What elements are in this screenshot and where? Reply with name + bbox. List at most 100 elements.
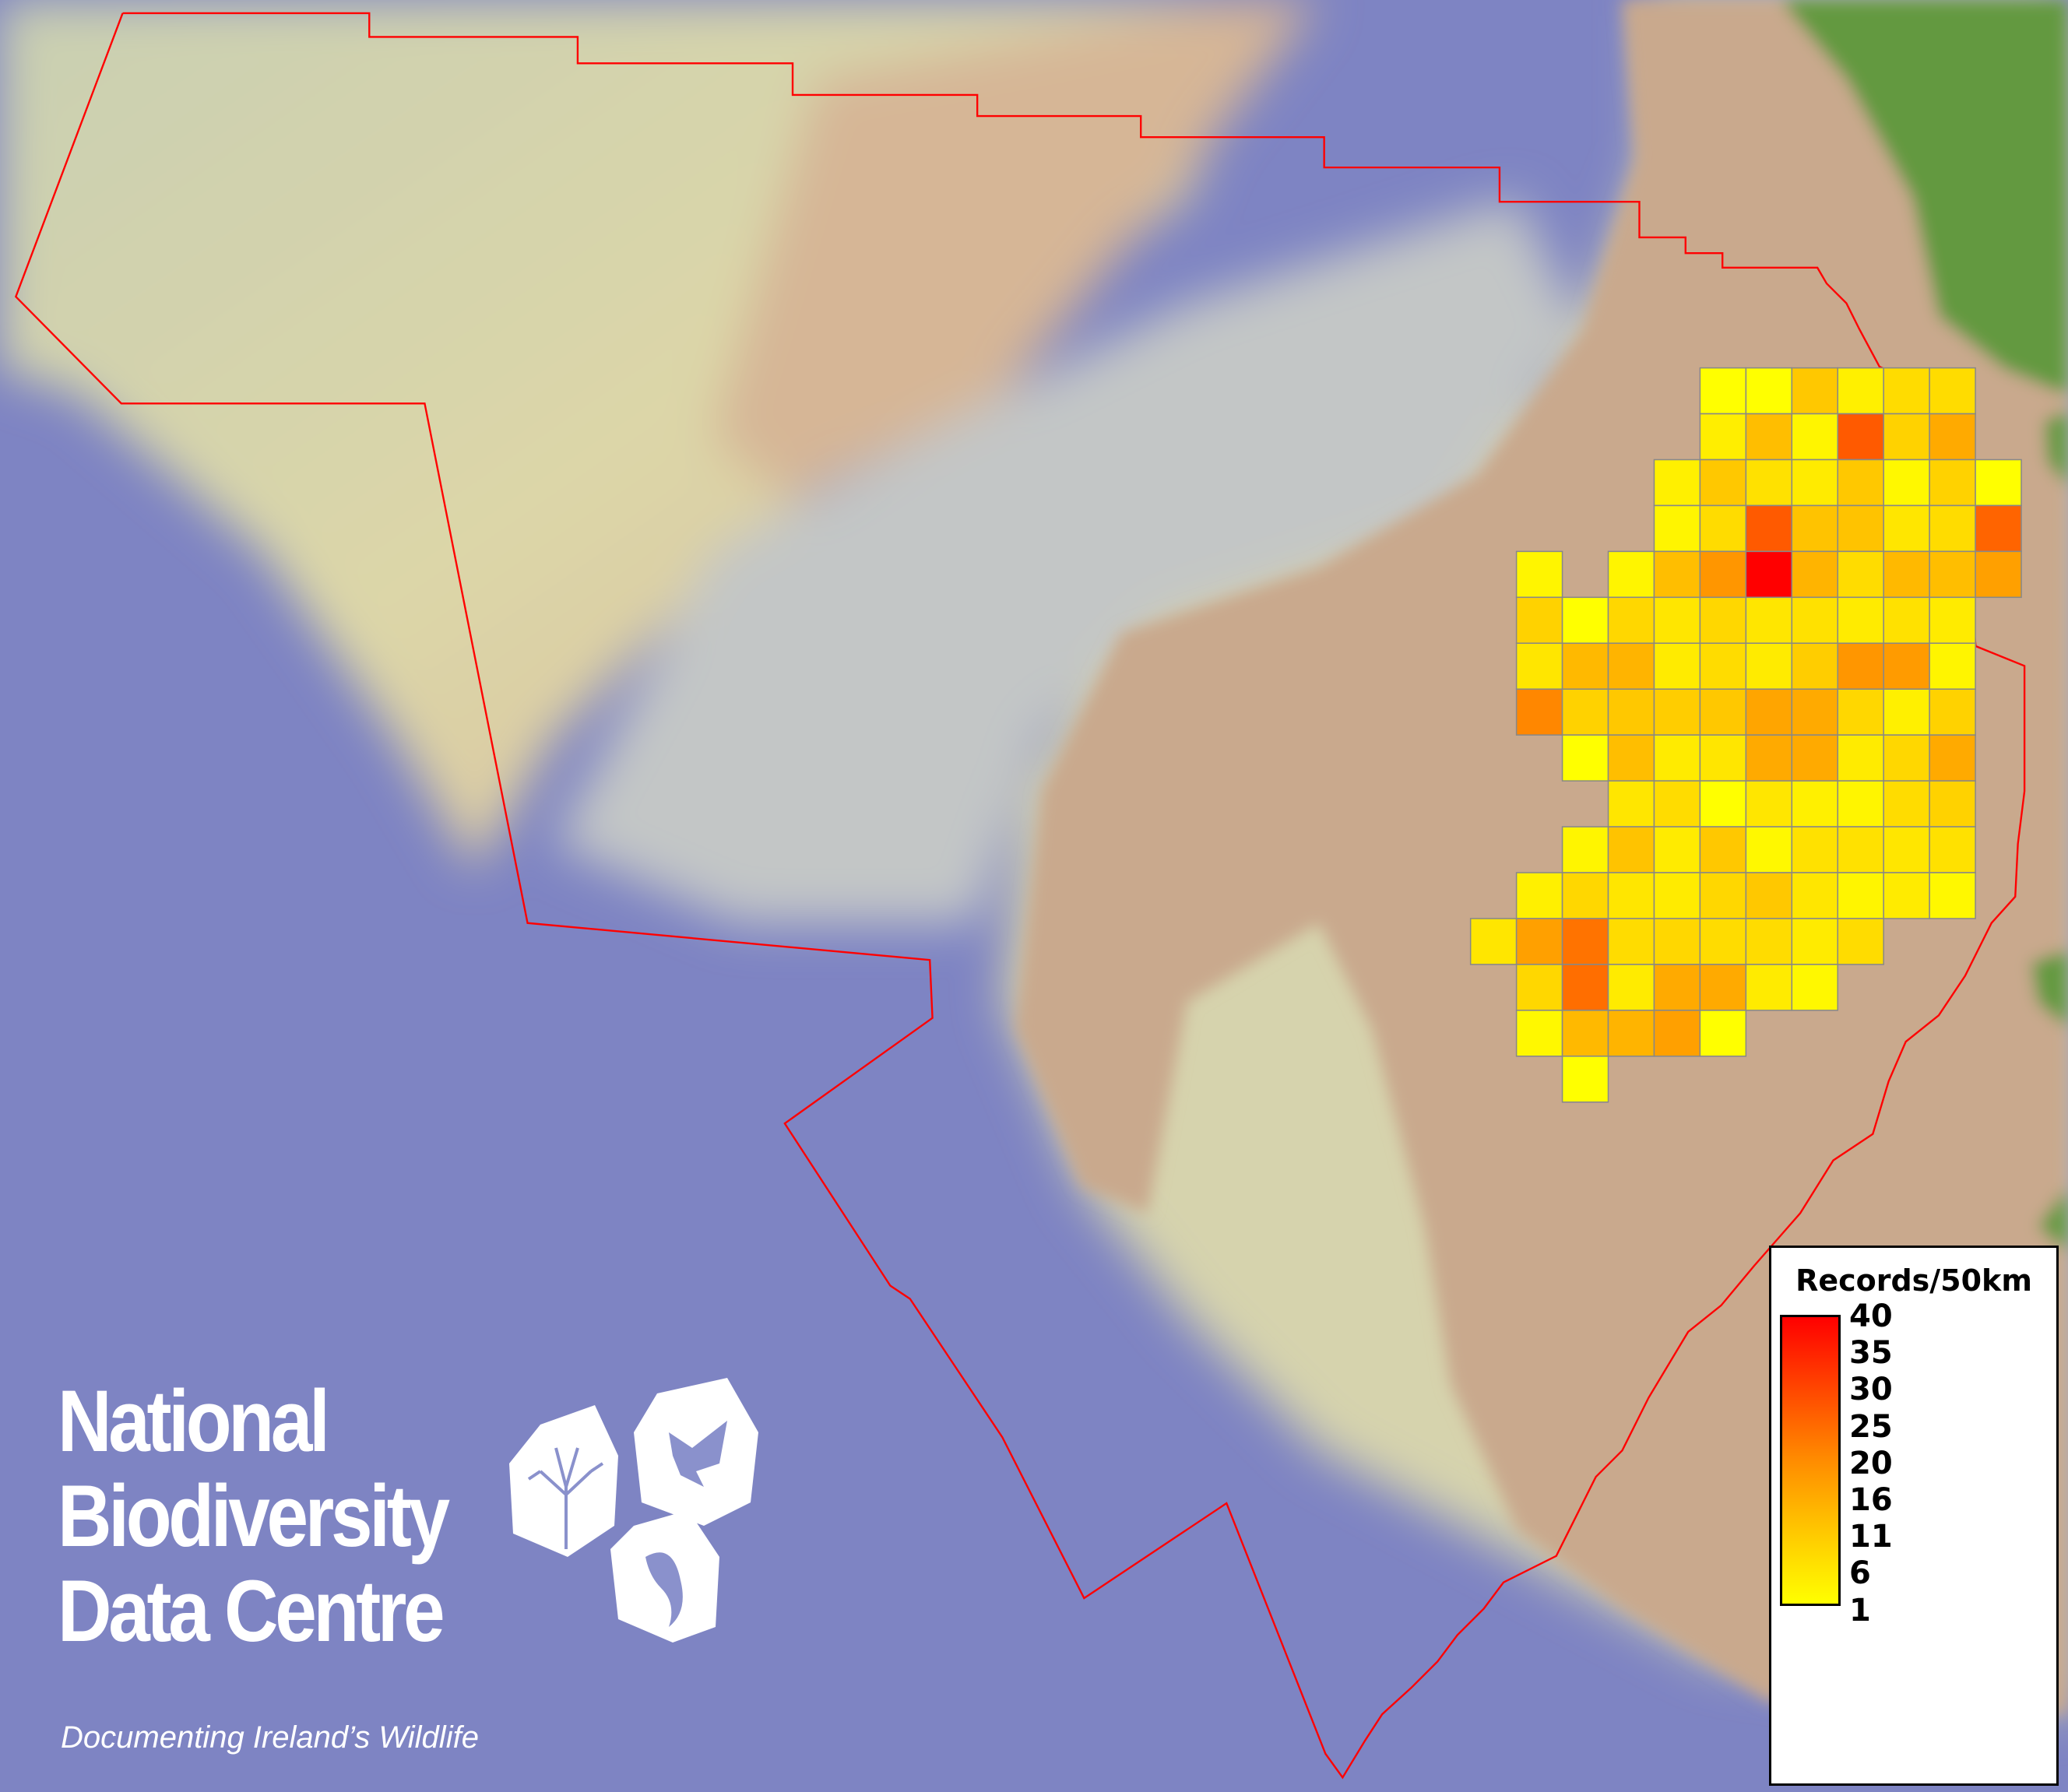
grid-cell xyxy=(1607,826,1655,873)
grid-cell xyxy=(1653,1010,1701,1057)
grid-cell xyxy=(1561,688,1609,736)
grid-cell xyxy=(1561,642,1609,690)
butterfly-icon xyxy=(634,1378,758,1526)
logo-tagline: Documenting Ireland’s Wildlife xyxy=(61,1720,479,1755)
grid-cell xyxy=(1745,459,1793,507)
grid-cell xyxy=(1699,1010,1747,1057)
grid-cell xyxy=(1699,550,1747,599)
grid-cell xyxy=(1837,826,1884,873)
grid-cell xyxy=(1791,596,1839,645)
grid-cell xyxy=(1515,964,1563,1011)
grid-cell xyxy=(1929,504,1976,553)
grid-cell xyxy=(1745,413,1793,461)
grid-cell xyxy=(1699,459,1747,507)
grid-cell xyxy=(1469,918,1518,965)
grid-cell xyxy=(1561,872,1609,919)
legend-color-ramp xyxy=(1780,1315,1841,1606)
grid-cell xyxy=(1653,504,1701,553)
grid-cell xyxy=(1745,504,1793,553)
grid-cell xyxy=(1929,459,1976,507)
grid-cell xyxy=(1699,367,1747,415)
grid-cell xyxy=(1929,367,1976,415)
logo-line-3: Data Centre xyxy=(58,1562,445,1660)
grid-cell xyxy=(1929,413,1976,461)
grid-cell xyxy=(1699,734,1747,782)
grid-cell xyxy=(1653,459,1701,507)
grid-cell xyxy=(1561,918,1609,965)
logo-line-1: National xyxy=(58,1372,330,1470)
grid-cell xyxy=(1883,596,1930,645)
grid-cell xyxy=(1653,550,1701,599)
grid-cell xyxy=(1745,550,1793,599)
grid-cell xyxy=(1791,413,1839,461)
seahorse-icon xyxy=(610,1510,719,1643)
grid-cell xyxy=(1653,780,1701,827)
grid-cell xyxy=(1745,734,1793,782)
grid-cell xyxy=(1837,918,1884,965)
grid-cell xyxy=(1515,872,1563,919)
grid-cell xyxy=(1515,550,1563,599)
legend-tick-label: 25 xyxy=(1849,1408,1893,1445)
grid-cell xyxy=(1699,413,1747,461)
grid-cell xyxy=(1653,826,1701,873)
grid-cell xyxy=(1929,688,1976,736)
grid-cell xyxy=(1837,688,1884,736)
grid-cell xyxy=(1883,459,1930,507)
grid-cell xyxy=(1791,550,1839,599)
grid-cell xyxy=(1791,964,1839,1011)
grid-cell xyxy=(1607,964,1655,1011)
legend-tick-label: 11 xyxy=(1849,1519,1893,1555)
legend-tick-label: 35 xyxy=(1849,1335,1893,1372)
grid-cell xyxy=(1791,688,1839,736)
legend-tick-label: 40 xyxy=(1849,1298,1893,1334)
grid-cell xyxy=(1929,826,1976,873)
grid-cell xyxy=(1929,550,1976,599)
grid-cell xyxy=(1699,918,1747,965)
grid-cell xyxy=(1883,780,1930,827)
grid-cell xyxy=(1561,1010,1609,1057)
grid-cell xyxy=(1607,918,1655,965)
grid-cell xyxy=(1561,964,1609,1011)
grid-cell xyxy=(1791,734,1839,782)
grid-cell xyxy=(1699,964,1747,1011)
grid-cell xyxy=(1883,413,1930,461)
grid-cell xyxy=(1561,596,1609,645)
grid-cell xyxy=(1929,642,1976,690)
grid-cell xyxy=(1791,504,1839,553)
grid-cell xyxy=(1699,826,1747,873)
grid-cell xyxy=(1791,642,1839,690)
grid-cell xyxy=(1607,734,1655,782)
grid-cell xyxy=(1653,596,1701,645)
legend: Records/50km 40 35 30 25 20 16 11 6 1 xyxy=(1769,1246,2059,1786)
grid-cell xyxy=(1745,964,1793,1011)
grid-cell xyxy=(1515,918,1563,965)
grid-cell xyxy=(1837,367,1884,415)
grid-cell xyxy=(1653,734,1701,782)
grid-cell xyxy=(1607,1010,1655,1057)
grid-cell xyxy=(1699,596,1747,645)
grid-cell xyxy=(1607,642,1655,690)
grid-cell xyxy=(1745,780,1793,827)
grid-cell xyxy=(1791,367,1839,415)
records-grid xyxy=(1469,367,2022,1103)
grid-cell xyxy=(1515,688,1563,736)
legend-title: Records/50km xyxy=(1795,1263,2032,1298)
boundary-line xyxy=(14,12,2026,1780)
grid-cell xyxy=(1653,688,1701,736)
grid-cell xyxy=(1699,688,1747,736)
legend-tick-label: 6 xyxy=(1849,1555,1871,1592)
grid-cell xyxy=(1607,596,1655,645)
grid-cell xyxy=(1837,550,1884,599)
grid-cell xyxy=(1653,872,1701,919)
grid-cell xyxy=(1515,596,1563,645)
grid-cell xyxy=(1699,872,1747,919)
grid-cell xyxy=(1699,642,1747,690)
grid-cell xyxy=(1791,918,1839,965)
grid-cell xyxy=(1561,1056,1609,1103)
grid-cell xyxy=(1975,550,2022,599)
grid-cell xyxy=(1699,780,1747,827)
grid-cell xyxy=(1883,367,1930,415)
grid-cell xyxy=(1929,734,1976,782)
grid-cell xyxy=(1837,413,1884,461)
